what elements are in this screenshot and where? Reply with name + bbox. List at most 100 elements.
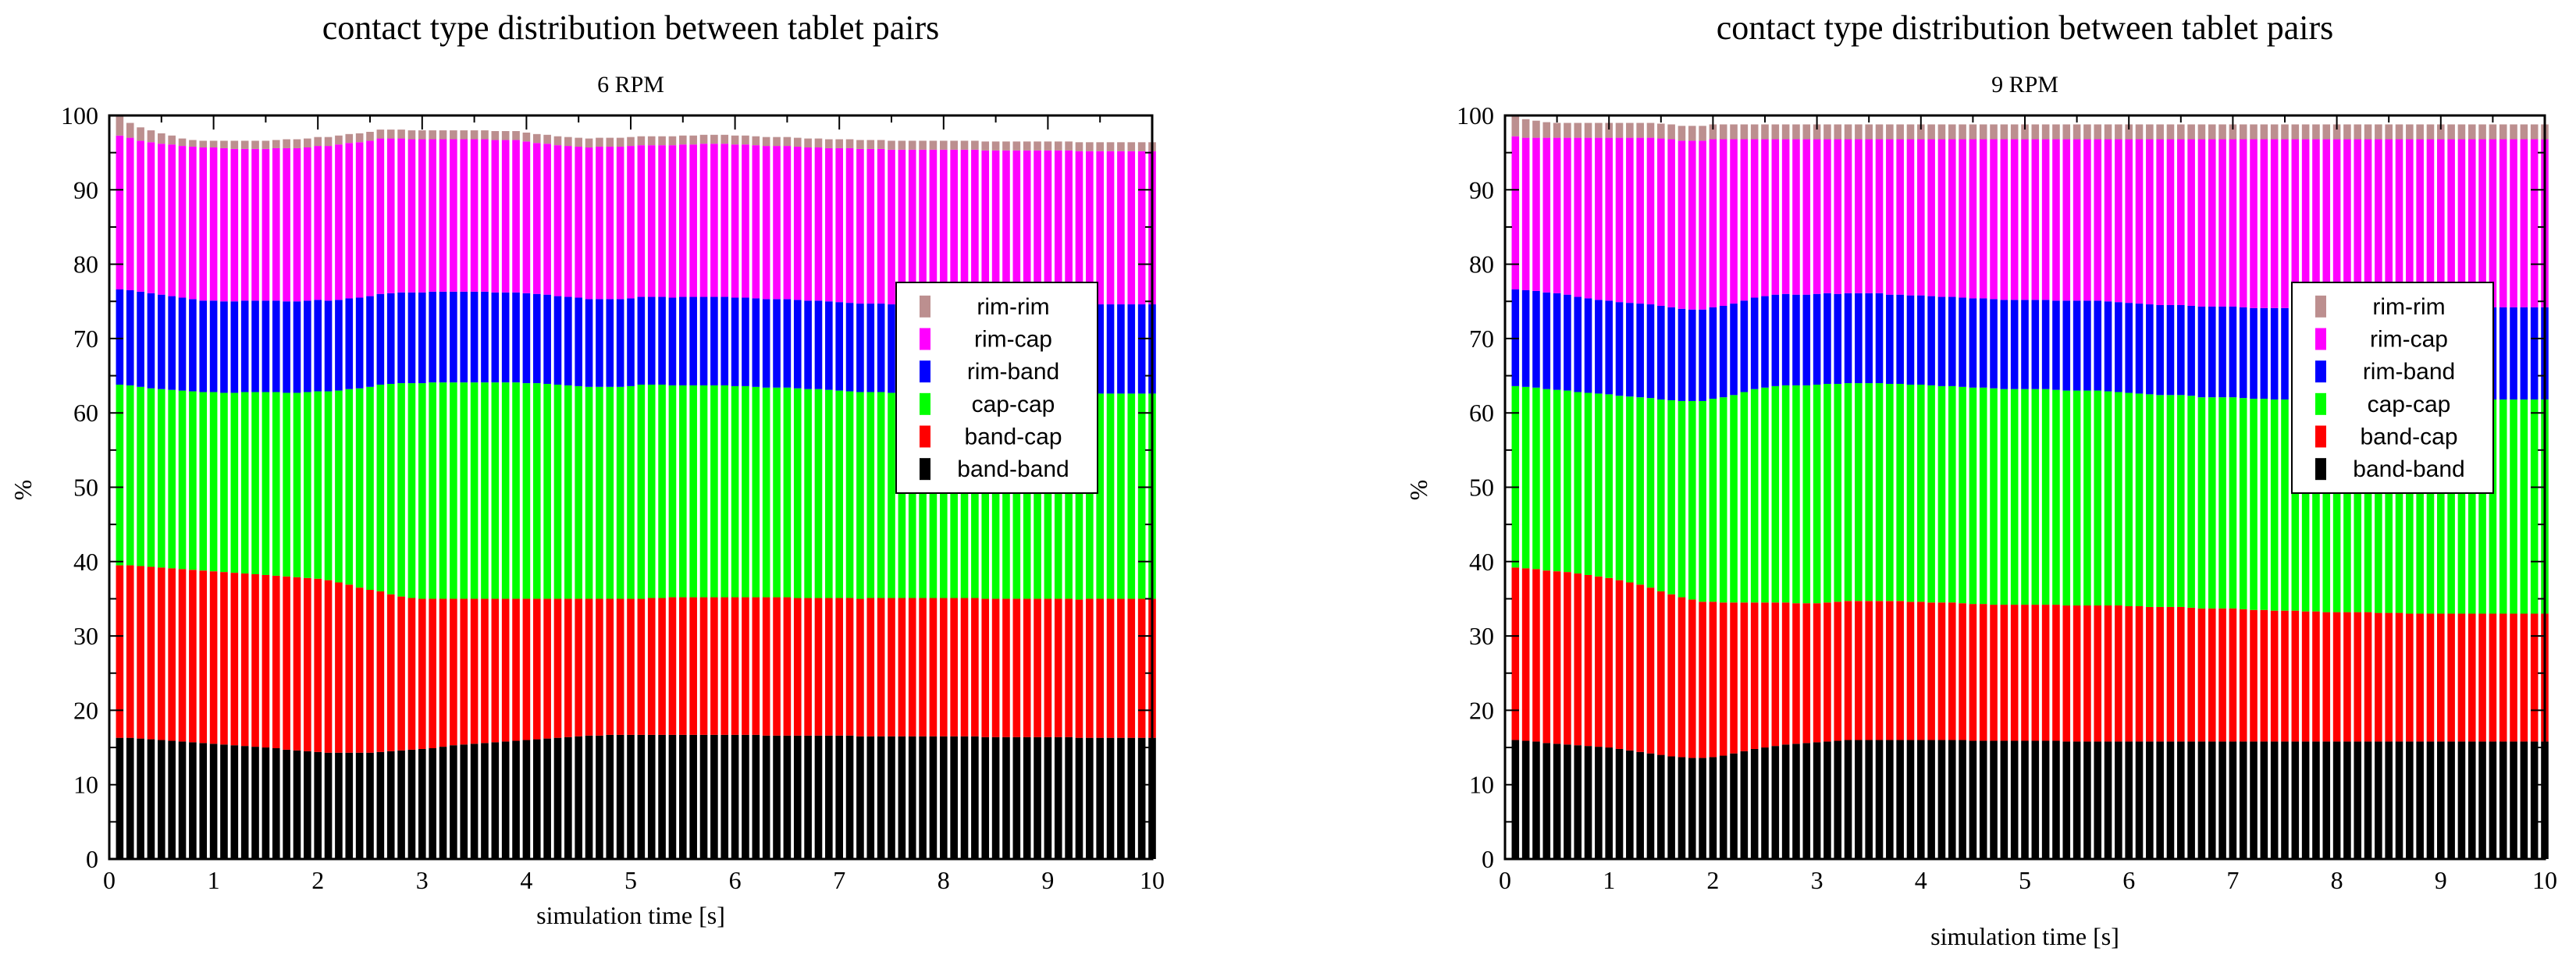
bar-segment-cap-cap xyxy=(2467,399,2476,614)
bar-segment-cap-cap xyxy=(898,392,906,598)
bar-segment-rim-cap xyxy=(283,147,290,302)
bar-segment-band-band xyxy=(1086,737,1094,859)
bar-segment-band-cap xyxy=(804,598,812,736)
bar-segment-rim-rim xyxy=(845,139,854,148)
bar-segment-rim-cap xyxy=(1086,151,1094,305)
bar-segment-band-band xyxy=(647,734,656,859)
bar-segment-rim-band xyxy=(1719,305,1727,398)
bar-segment-rim-rim xyxy=(147,130,155,143)
bar-segment-cap-cap xyxy=(450,382,457,599)
bar-segment-rim-rim xyxy=(366,131,374,141)
bar-segment-band-band xyxy=(220,744,228,859)
bar-segment-band-cap xyxy=(575,598,583,737)
bar-segment-cap-cap xyxy=(2250,399,2258,610)
bar-segment-rim-rim xyxy=(575,137,583,147)
bar-segment-cap-cap xyxy=(2135,393,2144,606)
bar-segment-rim-cap xyxy=(491,140,500,293)
bar-segment-band-cap xyxy=(366,590,374,753)
chart-panel-9rpm: contact type distribution between tablet… xyxy=(1288,0,2576,962)
chart-panel-6rpm: contact type distribution between tablet… xyxy=(9,9,1165,929)
bar-segment-band-cap xyxy=(2208,608,2216,742)
bar-segment-cap-cap xyxy=(2239,398,2247,609)
bar-segment-rim-rim xyxy=(220,140,228,148)
bar-segment-cap-cap xyxy=(647,384,656,598)
bar-segment-rim-rim xyxy=(1065,141,1073,151)
legend-swatch-rim-cap xyxy=(2315,328,2326,350)
bar-segment-rim-rim xyxy=(2052,124,2060,140)
bar-segment-rim-rim xyxy=(1595,122,1603,138)
y-tick-label: 80 xyxy=(73,250,98,279)
bar-segment-band-cap xyxy=(793,598,802,736)
bar-segment-rim-cap xyxy=(2406,139,2414,307)
x-tick-label: 10 xyxy=(1140,866,1165,894)
bar-segment-band-cap xyxy=(386,594,395,751)
bar-segment-band-cap xyxy=(1927,602,1935,740)
bar-segment-cap-cap xyxy=(1834,384,1842,602)
bar-segment-cap-cap xyxy=(460,382,468,599)
bar-segment-rim-rim xyxy=(1688,126,1696,141)
x-tick-label: 3 xyxy=(1811,866,1823,894)
bar-segment-rim-cap xyxy=(189,147,197,300)
bar-segment-cap-cap xyxy=(1626,396,1634,583)
bar-segment-cap-cap xyxy=(627,385,635,599)
bar-segment-rim-band xyxy=(1771,294,1780,386)
bar-segment-band-band xyxy=(2010,740,2019,859)
bar-segment-band-band xyxy=(1678,757,1686,859)
bar-segment-rim-band xyxy=(1542,292,1551,389)
legend-label-cap-cap: cap-cap xyxy=(2368,392,2451,417)
bar-segment-band-cap xyxy=(960,598,969,737)
bar-segment-cap-cap xyxy=(1615,396,1624,580)
bar-segment-rim-rim xyxy=(1678,126,1686,141)
bar-segment-band-cap xyxy=(1792,603,1800,744)
bar-segment-rim-band xyxy=(1823,293,1831,385)
bar-segment-rim-cap xyxy=(845,147,854,304)
bar-segment-band-cap xyxy=(2281,610,2289,742)
bar-segment-band-band xyxy=(866,736,875,859)
bar-segment-cap-cap xyxy=(157,389,165,568)
bar-segment-band-cap xyxy=(1709,602,1717,758)
bar-segment-rim-rim xyxy=(324,137,333,147)
bar-segment-rim-cap xyxy=(856,148,864,304)
bar-segment-cap-cap xyxy=(1875,383,1884,602)
bar-segment-band-cap xyxy=(1844,601,1852,740)
bar-segment-cap-cap xyxy=(678,385,687,598)
legend-swatch-rim-rim xyxy=(920,295,930,318)
bar-segment-rim-cap xyxy=(616,147,624,300)
legend-swatch-cap-cap xyxy=(920,392,930,415)
bar-segment-band-band xyxy=(2385,741,2393,859)
bar-segment-band-cap xyxy=(1875,601,1884,740)
bar-segment-rim-rim xyxy=(543,134,551,144)
bar-segment-band-cap xyxy=(2073,605,2081,742)
bar-segment-rim-cap xyxy=(2073,139,2081,301)
bar-segment-band-band xyxy=(2073,741,2081,859)
y-tick-label: 70 xyxy=(73,325,98,353)
bar-segment-rim-cap xyxy=(1917,139,1925,296)
bar-segment-rim-band xyxy=(1834,293,1842,385)
bar-segment-rim-rim xyxy=(1834,124,1842,140)
bar-segment-rim-cap xyxy=(898,149,906,305)
bar-segment-cap-cap xyxy=(2000,389,2008,605)
bar-segment-rim-rim xyxy=(189,140,197,147)
bar-segment-rim-cap xyxy=(1657,138,1665,306)
bar-segment-cap-cap xyxy=(1542,389,1551,571)
bar-segment-rim-rim xyxy=(1917,124,1925,140)
bar-segment-band-cap xyxy=(2343,612,2351,742)
bar-segment-rim-cap xyxy=(888,149,895,305)
bar-segment-band-cap xyxy=(304,577,311,751)
bar-segment-cap-cap xyxy=(668,385,677,598)
bar-segment-rim-cap xyxy=(2239,139,2247,307)
bar-segment-rim-band xyxy=(262,300,270,392)
bar-segment-cap-cap xyxy=(147,388,155,567)
y-tick-label: 50 xyxy=(1469,474,1494,502)
bar-segment-rim-rim xyxy=(2115,124,2122,140)
bar-segment-rim-band xyxy=(1564,294,1571,391)
bar-segment-band-band xyxy=(762,735,770,859)
bar-segment-band-band xyxy=(960,736,969,859)
bar-segment-band-band xyxy=(981,737,990,859)
bar-segment-cap-cap xyxy=(1948,385,1956,603)
bar-segment-band-cap xyxy=(1855,601,1863,740)
bar-segment-cap-cap xyxy=(2478,399,2486,614)
bar-segment-cap-cap xyxy=(1781,385,1790,603)
y-axis-label: % xyxy=(9,480,37,501)
bar-segment-rim-band xyxy=(2499,307,2507,400)
